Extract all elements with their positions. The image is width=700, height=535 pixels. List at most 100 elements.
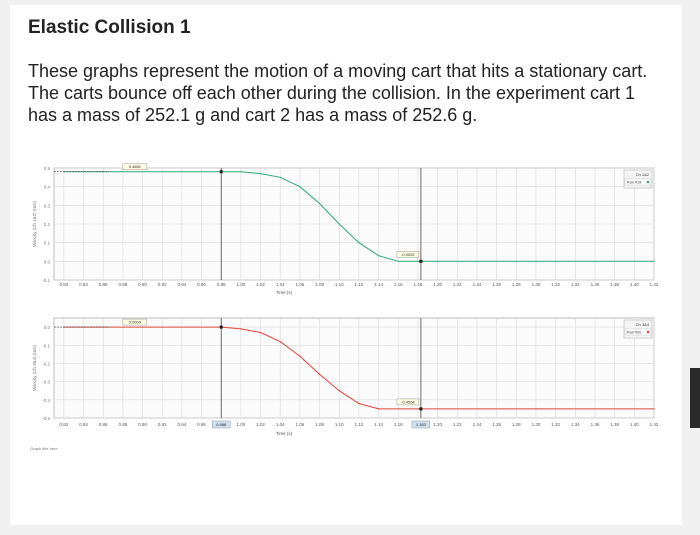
legend-run-row (624, 178, 652, 186)
x-tick-label: 1.06 (296, 422, 305, 427)
x-tick-label: 1.10 (335, 282, 344, 287)
data-point (240, 171, 242, 173)
legend-swatch (646, 330, 650, 334)
x-tick-label: 0.86 (99, 282, 108, 287)
readout-box-top (122, 318, 148, 326)
x-tick-label: 0.88 (118, 422, 127, 427)
x-tick-label: 0.98 (217, 282, 226, 287)
cursor-marker (219, 325, 223, 329)
legend-title: Ch 1&2 (636, 172, 650, 177)
x-tick-label: 1.04 (276, 422, 285, 427)
cursor-x-label-left: 0.988 (216, 422, 227, 427)
x-tick-label: 1.42 (650, 282, 659, 287)
cart2-velocity-chart: 0.0 -0.1 -0.2 -0.3 -0.4 -0.5 0.82 0.84 0.86 0.88 0… (30, 317, 659, 451)
y-tick-label: -0.3 (42, 380, 50, 385)
legend-title: Ch 3&4 (636, 322, 650, 327)
x-tick-label: 1.08 (315, 282, 324, 287)
y-axis-label: Velocity (Ch 1&2) (m/s) (32, 200, 37, 247)
x-tick-label: 1.18 (414, 282, 423, 287)
y-tick-label: -0.1 (42, 278, 50, 283)
x-tick-label: 1.22 (453, 422, 462, 427)
graph-footer-label: Graph title here (30, 446, 58, 451)
cursor-x-label-right-box (411, 420, 431, 429)
x-tick-label: 0.92 (158, 422, 167, 427)
x-axis-label: Time (s) (276, 431, 293, 436)
x-tick-label: 0.90 (138, 282, 147, 287)
data-point (279, 176, 281, 178)
x-tick-label: 1.40 (630, 422, 639, 427)
y-tick-label: -0.5 (42, 416, 50, 421)
y-tick-label: -0.4 (42, 398, 50, 403)
x-tick-label: 1.12 (355, 282, 364, 287)
x-tick-label: 0.84 (79, 422, 88, 427)
y-tick-label: 0.4 (44, 185, 51, 190)
y-tick-label: 0.5 (44, 166, 51, 171)
data-point (437, 260, 439, 262)
data-point (358, 402, 360, 405)
x-tick-label: 1.42 (650, 422, 659, 427)
x-tick-label: 1.34 (571, 282, 580, 287)
x-tick-label: 1.14 (374, 422, 383, 427)
data-point (377, 408, 380, 410)
legend-run-label: Run #19 (627, 181, 641, 185)
x-tick-label: 1.14 (374, 282, 383, 287)
x-tick-label: 1.30 (532, 422, 541, 427)
data-point (535, 408, 537, 410)
data-point (653, 408, 655, 410)
x-tick-label: 0.96 (197, 282, 206, 287)
x-tick-label: 0.84 (79, 282, 88, 287)
data-point (377, 255, 380, 257)
x-tick-label: 1.22 (453, 282, 462, 287)
x-tick-label: 1.28 (512, 282, 521, 287)
y-tick-label: -0.1 (42, 343, 50, 348)
data-point (338, 223, 340, 225)
x-tick-label: 0.94 (177, 282, 186, 287)
data-point (299, 186, 301, 188)
x-axis-label: Time (s) (276, 290, 293, 295)
legend-run-row (624, 328, 652, 336)
data-point (279, 341, 281, 343)
x-tick-label: 1.04 (276, 282, 285, 287)
x-tick-label: 1.38 (610, 422, 619, 427)
x-tick-label: 1.32 (551, 422, 560, 427)
data-point (417, 408, 419, 410)
x-tick-label: 1.30 (532, 282, 541, 287)
cart1-velocity-chart: 0.5 0.4 0.3 0.2 0.1 0.0 -0.1 0.82 0.84 0.86 0.88 0.… (32, 163, 659, 295)
x-tick-label: 1.24 (473, 422, 482, 427)
cursor-marker (419, 259, 423, 263)
y-tick-label: 0.1 (44, 241, 51, 246)
velocity-graphs-screenshot: 0.5 0.4 0.3 0.2 0.1 0.0 -0.1 0.82 0.84 0.86 0.88 0.… (24, 158, 664, 468)
y-tick-label: 0.0 (44, 325, 51, 330)
data-point (397, 260, 399, 262)
x-tick-label: 0.88 (118, 282, 127, 287)
legend-swatch (646, 180, 650, 184)
readout-value-bottom: -0.4504 (401, 399, 415, 404)
x-tick-label: 1.26 (492, 282, 501, 287)
x-tick-label: 1.02 (256, 282, 265, 287)
x-tick-label: 0.96 (197, 422, 206, 427)
x-tick-label: 1.32 (551, 282, 560, 287)
x-tick-label: 1.16 (394, 422, 403, 427)
x-tick-label: 1.06 (296, 282, 305, 287)
readout-box-bottom (396, 398, 420, 406)
x-tick-label: 1.00 (237, 282, 246, 287)
legend-run-label: Run #20 (627, 331, 641, 335)
readout-value-bottom: -0.0052 (401, 252, 415, 257)
x-tick-label: 0.82 (59, 422, 68, 427)
y-tick-label: 0.2 (44, 222, 51, 227)
x-tick-label: 1.10 (335, 422, 344, 427)
x-tick-label: 1.38 (610, 282, 619, 287)
x-tick-label: 1.24 (473, 282, 482, 287)
data-point (397, 408, 399, 410)
data-point (259, 331, 262, 334)
data-point (358, 242, 360, 244)
plot-area (53, 317, 655, 419)
x-tick-label: 0.92 (158, 282, 167, 287)
y-tick-label: 0.3 (44, 203, 51, 208)
cursor-x-label-right: 1.183 (416, 422, 427, 427)
edge-bar (690, 368, 700, 428)
y-tick-label: 0.0 (44, 259, 51, 264)
x-tick-label: 0.90 (138, 422, 147, 427)
data-point (318, 373, 321, 375)
x-tick-label: 1.20 (433, 282, 442, 287)
